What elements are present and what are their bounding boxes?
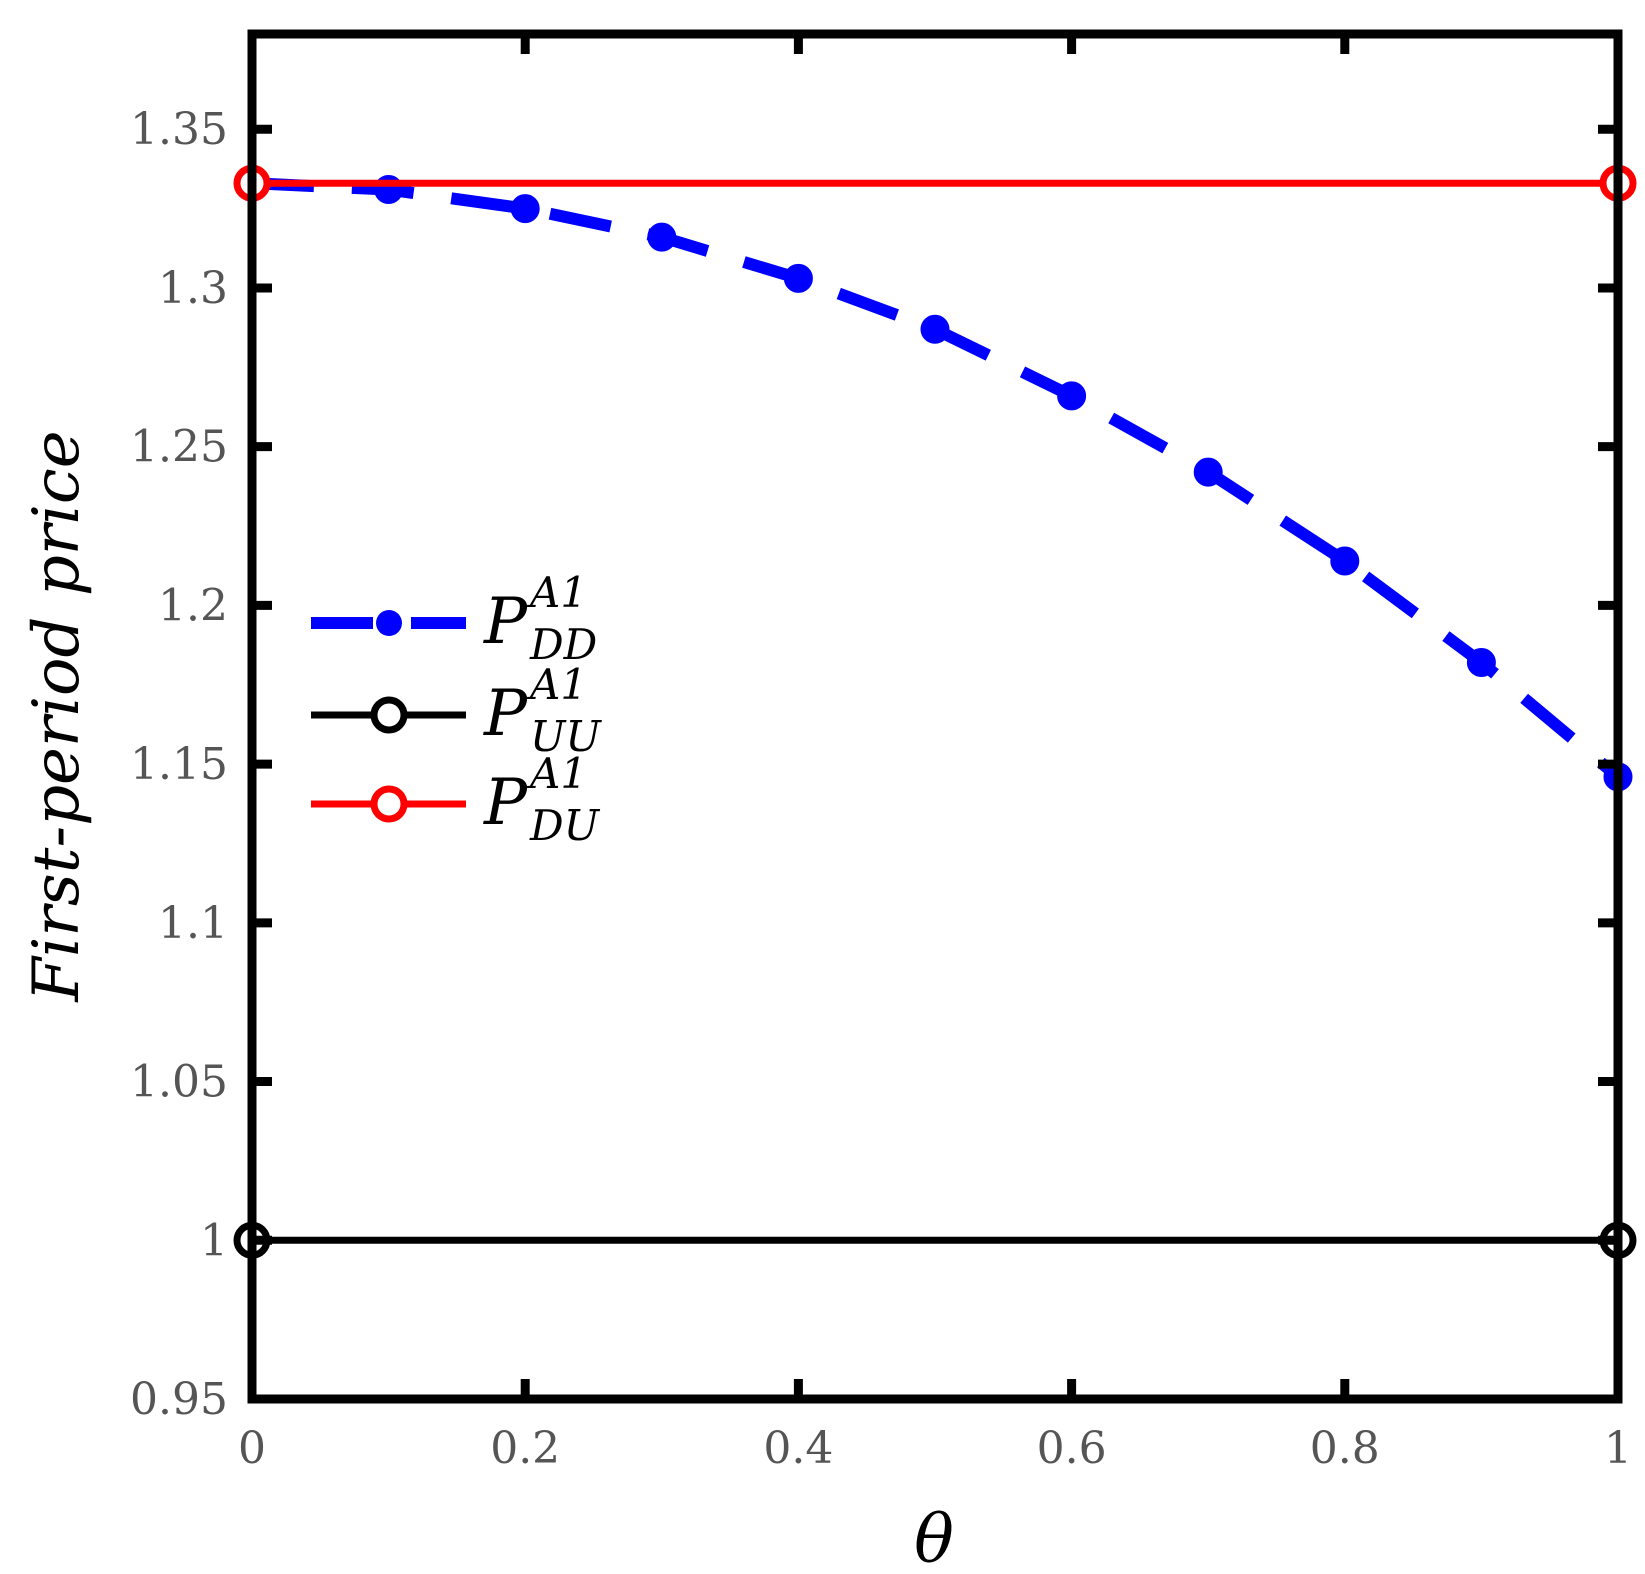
x-axis-title: θ [914, 1501, 954, 1574]
y-tick-label: 1.25 [130, 422, 228, 473]
data-point [783, 263, 813, 293]
y-tick-label: 1.3 [158, 263, 228, 314]
x-tick-label: 0.8 [1310, 1423, 1380, 1474]
legend-label-superscript: A1 [526, 568, 587, 617]
data-point [1466, 648, 1496, 678]
tick-labels: 0 0.2 0.4 0.6 0.8 1 0.95 1 1.05 1.1 1.15 1.2 1.25 1.3… [130, 104, 1632, 1474]
legend-label-subscript: DU [529, 801, 601, 850]
series-line-dd [251, 177, 1622, 782]
y-tick-label: 1 [200, 1215, 228, 1266]
legend-marker [376, 610, 402, 636]
data-point [920, 314, 950, 344]
x-tick-label: 0.2 [490, 1423, 560, 1474]
data-point [510, 194, 540, 224]
ticks [247, 34, 1623, 1404]
data-point [647, 222, 677, 252]
x-tick-label: 0.6 [1037, 1423, 1107, 1474]
legend-marker [370, 785, 408, 823]
y-tick-label: 1.05 [130, 1057, 228, 1108]
data-point [1193, 457, 1223, 487]
y-tick-label: 1.15 [130, 739, 228, 790]
legend-label-subscript: UU [530, 712, 602, 761]
legend-label-main: P [483, 585, 528, 659]
axes-frame [247, 29, 1623, 1404]
legend-label-subscript: DD [529, 620, 597, 669]
data-point [1330, 546, 1360, 576]
y-tick-label: 1.2 [158, 580, 228, 631]
x-tick-label: 1 [1604, 1423, 1632, 1474]
legend-label-main: P [483, 677, 528, 751]
y-tick-label: 1.1 [158, 898, 228, 949]
y-tick-label: 1.35 [130, 104, 228, 155]
legend-label-superscript: A1 [526, 749, 587, 798]
data-point [1057, 381, 1087, 411]
x-tick-label: 0 [238, 1423, 266, 1474]
y-tick-label: 0.95 [130, 1374, 228, 1425]
legend-label-superscript: A1 [526, 660, 587, 709]
legend-label-main: P [483, 766, 528, 840]
legend-marker [370, 696, 408, 734]
plot-marks [233, 164, 1637, 1259]
y-axis-title: First-period price [20, 430, 94, 1002]
x-tick-label: 0.4 [763, 1423, 833, 1474]
